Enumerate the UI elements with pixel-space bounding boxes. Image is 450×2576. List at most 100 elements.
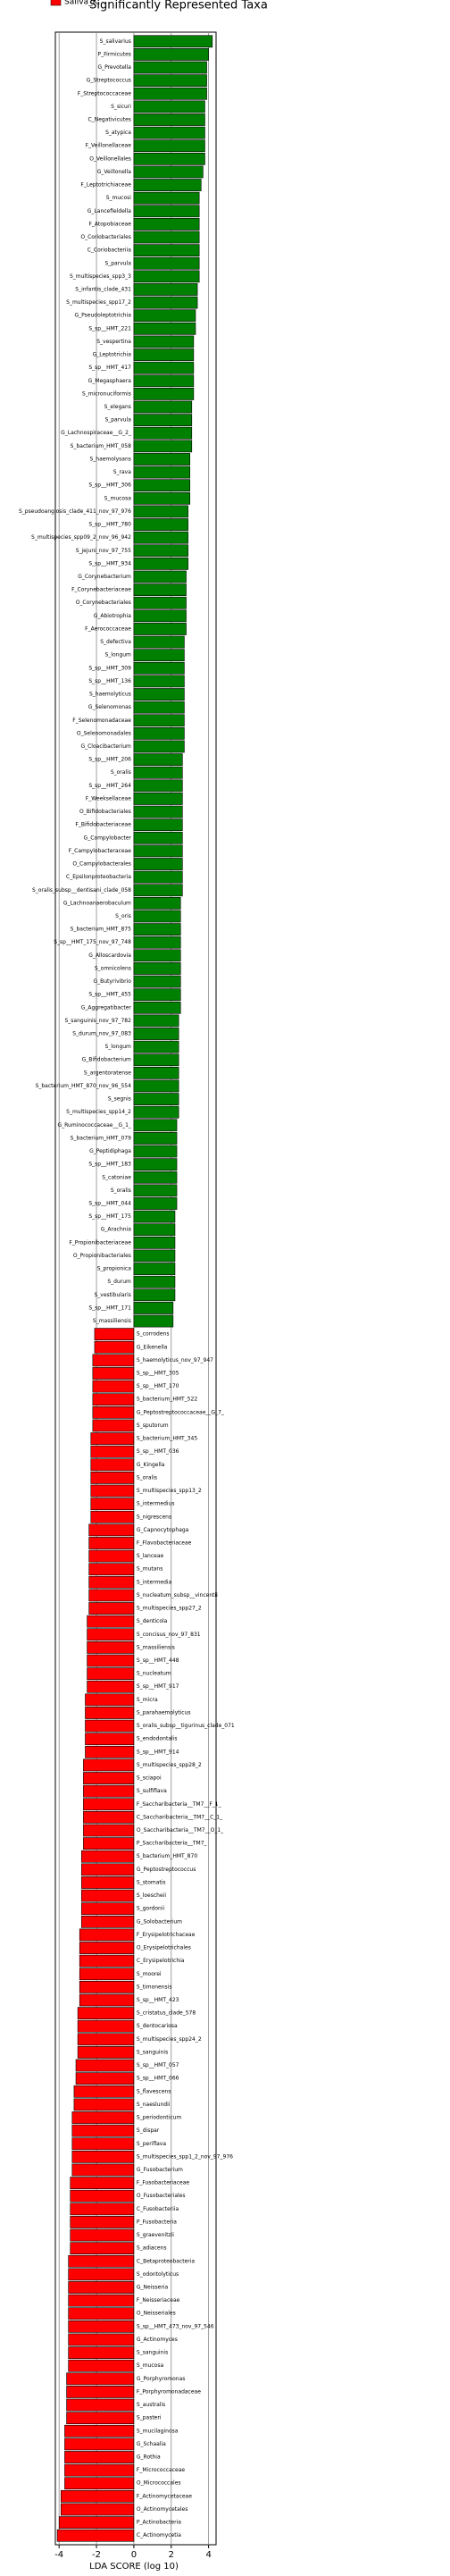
bar-label: S_parvula — [104, 260, 131, 266]
bar-label: S_bacterium_HMT_522 — [137, 1397, 197, 1403]
bar — [133, 531, 188, 544]
bar — [90, 1484, 135, 1498]
bar-label: G_Peptostreptococcaceae__G_7_ — [137, 1409, 225, 1415]
bar — [133, 740, 185, 753]
bar-label: S_vestibularis — [94, 1292, 130, 1298]
bar-label: C_Epsilonproteobacteria — [66, 874, 131, 880]
bar — [133, 518, 188, 531]
bar-label: G_Solobacterium — [137, 1918, 182, 1925]
bar-label: G_Corynebacterium — [78, 574, 131, 580]
x-tick-label: 2 — [169, 2550, 174, 2560]
bar — [133, 831, 183, 844]
bar — [133, 100, 205, 113]
bar-label: S_lanceae — [137, 1553, 164, 1559]
bar — [64, 2477, 135, 2490]
bar-label: O_Corynebacteriales — [76, 600, 131, 606]
bar — [133, 1014, 179, 1028]
bar — [133, 205, 200, 218]
bar — [68, 2281, 135, 2294]
bar — [133, 779, 183, 793]
bar-label: G_Bifidobacterium — [82, 1057, 131, 1063]
bar-label: S_sp__HMT_306 — [88, 482, 131, 489]
legend-swatch — [50, 0, 62, 6]
bar-label: G_Arachnia — [101, 1227, 131, 1233]
bar — [68, 2320, 135, 2333]
bar-label: S_bacterium_HMT_870_nov_96_554 — [36, 1083, 132, 1089]
bar — [133, 479, 190, 492]
bar-label: P_Firmicutes — [97, 51, 130, 57]
x-tick-label: -2 — [92, 2550, 101, 2560]
bar — [92, 1405, 135, 1419]
bar — [66, 2412, 135, 2425]
bar — [133, 570, 187, 583]
bar — [133, 870, 183, 884]
bar-label: S_sp__HMT_473_nov_97_546 — [137, 2323, 214, 2329]
bar — [92, 1380, 135, 1393]
bar — [92, 1354, 135, 1367]
bar — [87, 1615, 135, 1628]
bar-label: G_Neisseria — [137, 2285, 169, 2291]
bar-label: G_Alloscardovia — [88, 952, 131, 959]
bar-label: S_oralis_subsp__tigurinus_clade_071 — [137, 1723, 235, 1729]
bar — [85, 1733, 135, 1746]
bar — [133, 348, 195, 361]
bar — [133, 1236, 176, 1249]
bar-label: S_sp__HMT_057 — [137, 2062, 179, 2068]
bar — [92, 1419, 135, 1432]
bar-label: F_Aerococcaceae — [85, 625, 131, 632]
bar-label: G_Streptococcus — [87, 78, 131, 84]
bar-label: F_Flavobacteriaceae — [137, 1540, 192, 1546]
bar — [133, 126, 205, 139]
bar — [71, 2124, 135, 2137]
bar — [77, 2007, 135, 2019]
bar-label: F_Streptococcaceae — [78, 90, 131, 96]
bar-label: G_Leptotrichia — [93, 352, 132, 358]
bar-label: S_loescheii — [137, 1892, 166, 1899]
bar — [85, 1707, 135, 1719]
bar-label: F_Micrococcaceae — [137, 2467, 186, 2473]
bar — [70, 2242, 135, 2255]
bar — [133, 558, 188, 570]
bar-label: F_Bifidobacteriaceae — [75, 822, 131, 828]
bar-label: S_micronuciformis — [82, 390, 131, 397]
bar — [66, 2386, 135, 2398]
bar-label: S_concisus_nov_97_831 — [137, 1632, 201, 1638]
bar-label: G_Cloacibacterium — [80, 743, 131, 750]
bar — [85, 1719, 135, 1733]
bar-label: O_Fusobacteriales — [137, 2193, 186, 2199]
bar-label: S_sp__HMT_264 — [88, 783, 131, 789]
bar-label: O_Propionibacteriales — [73, 1253, 131, 1259]
bar-label: S_mucosa — [104, 495, 132, 501]
bar — [64, 2424, 135, 2438]
bar-label: S_elegans — [104, 404, 131, 410]
bar-label: O_Selenomonadales — [77, 730, 131, 736]
bar — [133, 910, 181, 923]
bar-label: O_Campylobacterales — [72, 861, 131, 868]
bar — [68, 2359, 135, 2372]
bar — [133, 231, 200, 244]
bar-label: C_Erysipelotrichia — [137, 1958, 185, 1964]
bar — [87, 1641, 135, 1654]
bar — [133, 256, 200, 270]
bar-label: S_mutans — [137, 1566, 162, 1573]
bar-label: S_sp__HMT_934 — [88, 560, 131, 566]
bar-label: S_longum — [105, 652, 132, 659]
bar-label: S_sanguinis_nov_97_782 — [65, 1018, 132, 1024]
bar — [87, 1680, 135, 1693]
bar-label: S_dentocariosa — [137, 2023, 178, 2029]
bar — [68, 2268, 135, 2281]
bar-label: S_omnicolens — [95, 965, 131, 971]
bar-label: O_Coriobacteriales — [80, 234, 131, 240]
bar — [88, 1523, 135, 1537]
bar — [133, 1171, 178, 1184]
bar — [133, 322, 196, 335]
bar — [133, 87, 207, 100]
bar-label: S_oralis — [111, 769, 131, 776]
bar-label: S_durum — [107, 1279, 131, 1285]
bar-label: S_propionica — [97, 1266, 132, 1272]
bar-label: S_oralis_subsp__dentisani_clade_058 — [32, 887, 131, 894]
bar-label: S_jejuni_nov_97_755 — [76, 548, 131, 554]
bar-label: S_sp__HMT_171 — [88, 1305, 131, 1311]
bar — [133, 1093, 179, 1105]
bar — [68, 2307, 135, 2320]
